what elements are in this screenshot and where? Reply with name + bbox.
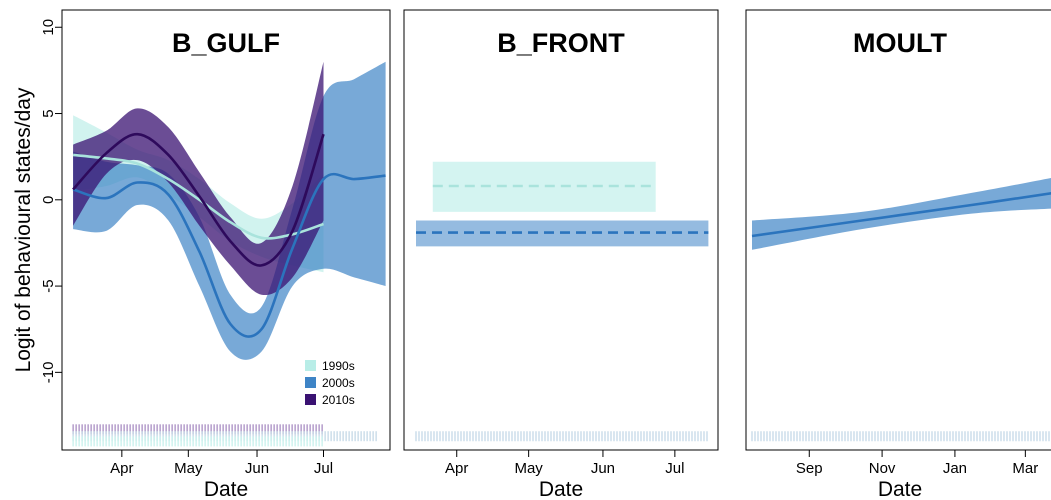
legend-swatch (305, 360, 316, 371)
legend-label: 1990s (322, 359, 355, 373)
y-tick-label: -5 (40, 279, 57, 292)
x-tick-label: Jul (665, 460, 684, 477)
panel-title: MOULT (853, 28, 947, 58)
x-tick-label: Jun (245, 460, 269, 477)
panel-title: B_FRONT (497, 28, 625, 58)
legend-swatch (305, 394, 316, 405)
legend: 1990s 2000s 2010s (305, 359, 355, 407)
x-axis-title: Date (878, 478, 922, 500)
x-tick-label: Apr (110, 460, 133, 477)
plot-frame (403, 9, 719, 451)
x-tick-label: May (514, 460, 543, 477)
x-tick-label: Apr (445, 460, 468, 477)
series-line-2000s (72, 172, 386, 338)
rug-0 (415, 431, 708, 442)
ci-band-1990s (432, 161, 656, 212)
y-axis-title: Logit of behavioural states/day (12, 87, 35, 372)
plot-frame (61, 9, 391, 451)
plot-frame (745, 9, 1051, 451)
x-tick-label: Jan (943, 460, 967, 477)
y-tick-label: 10 (40, 19, 57, 36)
panel-title: B_GULF (172, 28, 280, 58)
panel-moult: MOULT Sep Nov Jan Mar Date (745, 9, 1051, 500)
x-tick-label: Jul (314, 460, 333, 477)
rug-2 (72, 436, 323, 447)
series-line-2010s (72, 132, 325, 267)
y-tick-label: 0 (40, 196, 57, 204)
legend-swatch (305, 377, 316, 388)
series-line-2000s (751, 192, 1051, 238)
x-axis-title: Date (204, 478, 248, 500)
x-tick-label: May (174, 460, 203, 477)
x-tick-label: Sep (796, 460, 823, 477)
x-tick-label: Nov (869, 460, 896, 477)
x-tick-label: Mar (1012, 460, 1038, 477)
y-tick-label: -10 (40, 362, 57, 384)
legend-label: 2000s (322, 376, 355, 390)
rug-0 (751, 431, 1050, 442)
legend-label: 2010s (322, 393, 355, 407)
x-axis-title: Date (539, 478, 583, 500)
x-tick-label: Jun (591, 460, 615, 477)
ci-band-2010s (73, 61, 324, 296)
series-line-1990s (72, 153, 324, 240)
panel-b-front: B_FRONT Apr May Jun Jul Date (403, 9, 719, 500)
rug-0 (72, 424, 323, 435)
y-tick-label: 5 (40, 109, 57, 117)
panel-b-gulf: B_GULF Apr May Jun Jul Date 10 5 0 -5 -10 Logit of … (12, 9, 391, 500)
